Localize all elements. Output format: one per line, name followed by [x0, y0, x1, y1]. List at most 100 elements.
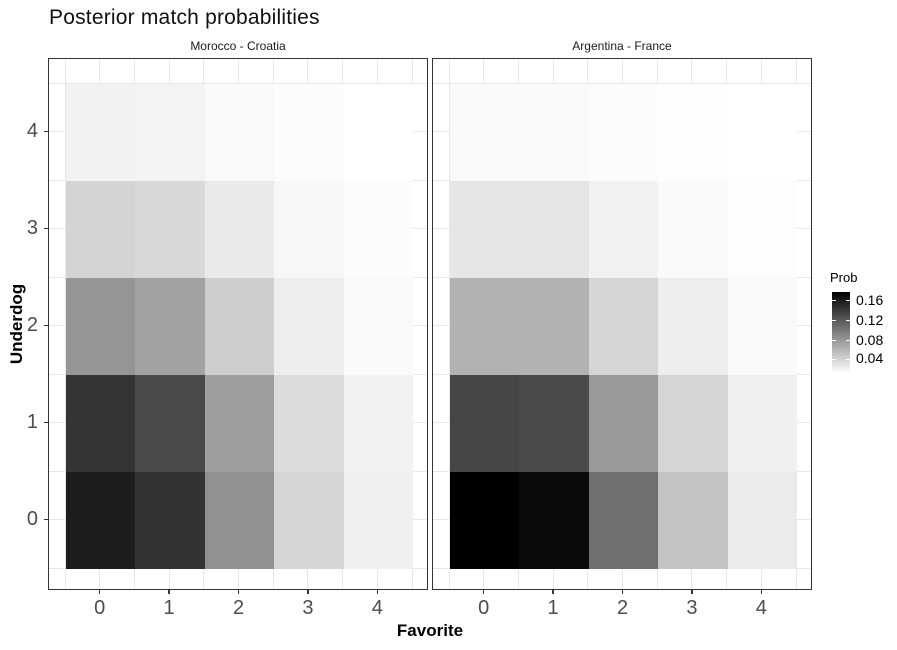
heatmap-tile [135, 472, 205, 569]
x-axis-tick-mark [691, 590, 693, 594]
heatmap-tile [450, 181, 520, 278]
heatmap-tile [658, 181, 728, 278]
heatmap-panel-argentina-france [432, 58, 812, 590]
heatmap-tile [727, 84, 797, 181]
heatmap-tile [450, 472, 520, 569]
x-axis-tick-mark [621, 590, 624, 594]
heatmap-tile [519, 84, 589, 181]
heatmap-tile [204, 84, 275, 181]
heatmap-tile-grid [66, 84, 413, 569]
heatmap-tile [135, 181, 205, 278]
heatmap-tile [727, 278, 797, 375]
heatmap-tile [658, 472, 728, 569]
heatmap-tile [66, 375, 136, 472]
heatmap-panel-morocco-croatia [48, 58, 428, 590]
heatmap-tile [274, 472, 344, 569]
heatmap-tile [204, 181, 275, 278]
x-axis-tick-label: 1 [547, 597, 559, 619]
x-axis-tick-label: 4 [755, 597, 767, 619]
heatmap-tile [66, 472, 136, 569]
heatmap-tile [135, 375, 205, 472]
heatmap-tile [274, 375, 344, 472]
legend-tick-label: 0.16 [856, 292, 884, 308]
x-axis-tick-mark [98, 590, 101, 594]
heatmap-tile [588, 181, 659, 278]
legend-tick-label: 0.04 [856, 350, 884, 366]
legend-tick-mark [832, 320, 836, 322]
x-axis-tick-mark [168, 590, 170, 594]
y-axis-tick-label: 3 [26, 216, 38, 239]
heatmap-tile [658, 278, 728, 375]
gridline-minor-vertical [448, 59, 450, 589]
legend-tick-mark [846, 358, 850, 360]
heatmap-tile [274, 181, 344, 278]
heatmap-tile [658, 84, 728, 181]
y-axis-tick-label: 2 [26, 313, 38, 336]
x-axis-tick-label: 2 [232, 597, 245, 619]
x-axis-tick-label: 4 [371, 597, 383, 619]
heatmap-tile [519, 472, 589, 569]
x-axis-tick-mark [237, 590, 240, 594]
x-axis-tick-label: 0 [94, 597, 106, 619]
facet-label-right: Argentina - France [572, 39, 672, 53]
heatmap-tile [66, 278, 136, 375]
x-axis-title: Favorite [396, 621, 464, 640]
x-axis-tick-label: 2 [616, 597, 629, 619]
y-axis-tick-mark [44, 227, 48, 230]
heatmap-tile [588, 375, 659, 472]
heatmap-tile [450, 375, 520, 472]
heatmap-tile [588, 278, 659, 375]
heatmap-tile [66, 84, 136, 181]
legend-tick-mark [832, 340, 836, 342]
heatmap-tile [588, 472, 659, 569]
heatmap-tile [519, 375, 589, 472]
legend-title: Prob [830, 270, 858, 285]
heatmap-tile [135, 84, 205, 181]
legend-tick-label: 0.12 [856, 312, 884, 328]
x-axis-tick-mark [760, 590, 763, 594]
heatmap-tile [343, 472, 413, 569]
heatmap-tile [343, 84, 413, 181]
legend-tick-mark [846, 300, 850, 302]
y-axis-tick-label: 4 [26, 119, 38, 142]
heatmap-tile [519, 181, 589, 278]
heatmap-tile [274, 84, 344, 181]
heatmap-tile [274, 278, 344, 375]
x-axis-tick-mark [552, 590, 554, 594]
heatmap-tile [135, 278, 205, 375]
legend-tick-label: 0.08 [856, 332, 884, 348]
gridline-minor-vertical [64, 59, 66, 589]
x-axis-tick-label: 3 [302, 597, 314, 619]
heatmap-tile [450, 278, 520, 375]
heatmap-tile [66, 181, 136, 278]
legend-tick-mark [846, 340, 850, 342]
heatmap-tile [343, 278, 413, 375]
legend-tick-mark [832, 358, 836, 360]
y-axis-tick-mark [44, 324, 48, 327]
x-axis-tick-label: 3 [686, 597, 698, 619]
heatmap-tile [658, 375, 728, 472]
x-axis-tick-mark [307, 590, 309, 594]
heatmap-tile [588, 84, 659, 181]
heatmap-tile [450, 84, 520, 181]
heatmap-tile [343, 375, 413, 472]
heatmap-tile [204, 375, 275, 472]
x-axis-tick-mark [482, 590, 485, 594]
heatmap-tile [343, 181, 413, 278]
heatmap-tile [204, 278, 275, 375]
y-axis-tick-mark [44, 421, 48, 424]
y-axis-title: Underdog [7, 283, 26, 365]
heatmap-tile [204, 472, 275, 569]
legend-colorbar [832, 292, 850, 373]
chart-title: Posterior match probabilities [49, 6, 320, 29]
heatmap-tile [727, 375, 797, 472]
y-axis-tick-label: 1 [26, 410, 38, 433]
legend-tick-mark [846, 320, 850, 322]
legend-tick-mark [832, 300, 836, 302]
facet-label-left: Morocco - Croatia [190, 39, 286, 53]
y-axis-tick-mark [44, 518, 48, 521]
heatmap-tile [727, 472, 797, 569]
heatmap-tile [727, 181, 797, 278]
heatmap-tile-grid [450, 84, 797, 569]
x-axis-tick-label: 1 [163, 597, 175, 619]
